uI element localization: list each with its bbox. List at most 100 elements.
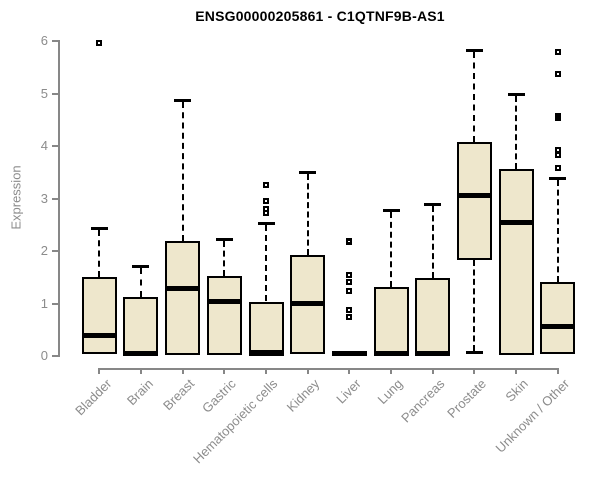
y-axis-tick [52, 92, 58, 95]
x-axis-tick [348, 368, 351, 374]
outlier-point [554, 165, 561, 172]
y-axis-tick [52, 40, 58, 42]
x-tick-label: Bladder [71, 376, 114, 419]
box-iqr [415, 278, 451, 356]
upper-whisker [223, 240, 226, 277]
outlier-point [346, 239, 353, 246]
x-tick-label: Skin [502, 376, 531, 405]
x-axis-tick [181, 368, 184, 374]
x-axis-tick [390, 368, 393, 374]
box-iqr [248, 301, 284, 356]
lower-whisker [473, 260, 476, 352]
x-axis-tick [473, 368, 476, 374]
x-axis-tick [556, 368, 559, 374]
y-axis [58, 40, 60, 357]
median-line [290, 300, 326, 306]
x-tick-label: Prostate [444, 376, 490, 421]
box-iqr [165, 240, 201, 355]
y-axis-tick [52, 302, 58, 305]
upper-whisker [139, 267, 142, 297]
outlier-point [554, 115, 561, 122]
box-iqr [81, 277, 117, 355]
median-line [206, 298, 242, 304]
outlier-point [263, 210, 270, 217]
box-iqr [540, 281, 576, 355]
y-axis-tick [52, 197, 58, 200]
median-line [498, 219, 534, 225]
upper-whisker-cap [507, 92, 525, 96]
median-line [331, 350, 367, 356]
y-tick-label: 6 [40, 33, 48, 48]
x-tick-label: Pancreas [397, 376, 448, 426]
upper-whisker-cap [424, 203, 442, 207]
upper-whisker-cap [382, 209, 400, 213]
outlier-point [346, 272, 353, 279]
x-axis-tick [431, 368, 434, 374]
outlier-point [554, 151, 561, 158]
outlier-point [346, 288, 353, 295]
outlier-point [554, 49, 561, 56]
median-line [540, 323, 576, 329]
upper-whisker [556, 180, 559, 282]
median-line [81, 332, 117, 338]
x-tick-label: Lung [374, 376, 406, 408]
upper-whisker-cap [257, 222, 275, 226]
box-iqr [373, 286, 409, 356]
chart-title: ENSG00000205861 - C1QTNF9B-AS1 [195, 8, 445, 24]
box-iqr [456, 141, 492, 261]
y-tick-label: 4 [40, 138, 48, 153]
box-iqr [498, 169, 534, 355]
upper-whisker-cap [549, 177, 567, 181]
x-axis [98, 368, 559, 370]
upper-whisker [390, 212, 393, 287]
outlier-point [96, 39, 103, 46]
outlier-point [263, 181, 270, 188]
y-axis-tick [52, 250, 58, 252]
x-tick-label: Breast [160, 376, 198, 414]
median-line [456, 192, 492, 198]
outlier-point [263, 198, 270, 205]
upper-whisker [98, 230, 101, 278]
median-line [373, 350, 409, 356]
outlier-point [346, 307, 353, 314]
y-tick-label: 1 [40, 295, 48, 311]
upper-whisker-cap [465, 48, 483, 52]
upper-whisker-cap [215, 237, 233, 241]
x-tick-label: Unknown / Other [492, 376, 573, 456]
upper-whisker [431, 206, 434, 279]
median-line [248, 350, 284, 356]
lower-whisker-cap [465, 351, 483, 355]
box-iqr [123, 296, 159, 356]
x-axis-tick [139, 368, 142, 374]
x-tick-label: Brain [123, 376, 156, 409]
outlier-point [554, 70, 561, 77]
x-axis-tick [265, 368, 268, 374]
x-tick-label: Gastric [199, 376, 239, 416]
upper-whisker-cap [132, 264, 150, 268]
median-line [123, 350, 159, 356]
y-tick-label: 3 [40, 190, 48, 206]
upper-whisker [515, 95, 518, 170]
upper-whisker-cap [90, 227, 108, 231]
x-axis-tick [515, 368, 518, 374]
upper-whisker [473, 51, 476, 142]
x-tick-label: Kidney [283, 376, 323, 415]
y-axis-tick [52, 145, 58, 147]
x-tick-label: Liver [333, 376, 364, 407]
y-axis-tick [52, 355, 58, 357]
outlier-point [346, 279, 353, 286]
y-tick-label: 2 [40, 243, 48, 258]
upper-whisker [306, 174, 309, 255]
median-line [165, 285, 201, 291]
y-tick-label: 0 [40, 348, 48, 363]
outlier-point [346, 314, 353, 321]
upper-whisker [181, 102, 184, 241]
y-tick-label: 5 [40, 85, 48, 101]
box-iqr [206, 276, 242, 355]
x-axis-tick [223, 368, 226, 374]
x-axis-tick [306, 368, 309, 374]
upper-whisker-cap [174, 99, 192, 103]
upper-whisker-cap [299, 171, 317, 175]
x-axis-tick [98, 368, 101, 374]
